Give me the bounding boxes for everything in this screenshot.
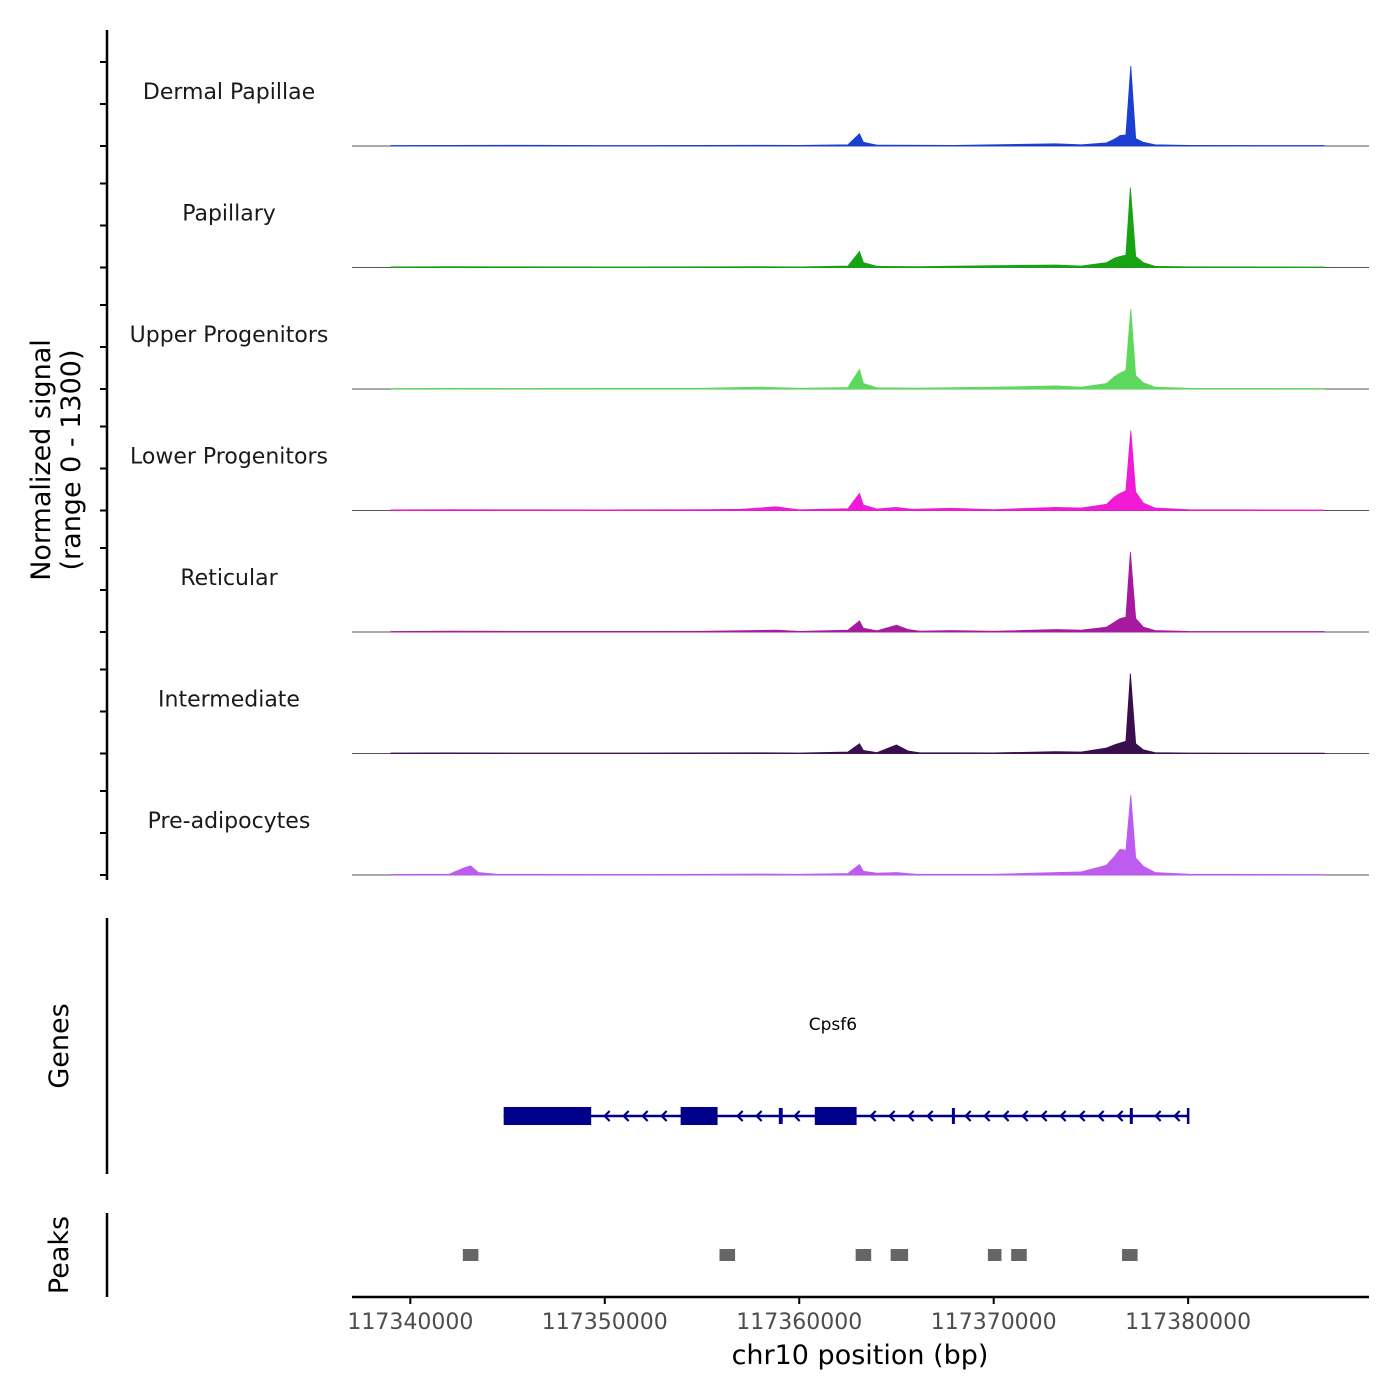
track-label: Reticular (180, 566, 278, 591)
coverage-tracks: Dermal Papillae Papillary Upper Progenitor… (130, 65, 1369, 876)
strand-arrow-icon (1097, 1110, 1105, 1122)
peak (719, 1249, 736, 1261)
gene-model-cpsf6 (503, 1107, 1190, 1125)
strand-arrow-icon (907, 1110, 915, 1122)
y-axis-title-line2: (range 0 - 1300) (56, 350, 87, 571)
track-papillary: Papillary (182, 187, 1369, 268)
y-axis-title: Normalized signal (range 0 - 1300) (26, 339, 87, 581)
signal-area (390, 430, 1325, 511)
signal-area (390, 794, 1325, 876)
strand-arrow-icon (1173, 1110, 1181, 1122)
signal-area (390, 65, 1325, 147)
strand-arrow-icon (1078, 1110, 1086, 1122)
track-label: Papillary (182, 202, 276, 227)
signal-area (390, 551, 1325, 633)
x-tick-label: 117370000 (931, 1310, 1057, 1335)
x-tick-label: 117350000 (542, 1310, 668, 1335)
exon (680, 1107, 718, 1125)
strand-arrow-icon (888, 1110, 896, 1122)
strand-arrow-icon (793, 1110, 801, 1122)
strand-arrow-icon (1059, 1110, 1067, 1122)
peak (1011, 1249, 1027, 1261)
strand-arrow-icon (755, 1110, 763, 1122)
peak (987, 1249, 1002, 1261)
coverage-y-axis-ticks (100, 61, 107, 876)
x-tick-label: 117360000 (736, 1310, 862, 1335)
strand-arrow-icon (926, 1110, 934, 1122)
peak (462, 1249, 479, 1261)
strand-arrow-icon (1002, 1110, 1010, 1122)
signal-area (390, 673, 1325, 754)
strand-arrow-icon (1116, 1110, 1124, 1122)
exon (951, 1108, 955, 1124)
track-label: Dermal Papillae (143, 80, 315, 105)
track-label: Lower Progenitors (130, 445, 328, 470)
strand-arrow-icon (660, 1110, 668, 1122)
track-lower-progenitors: Lower Progenitors (130, 430, 1369, 511)
signal-area (390, 187, 1325, 268)
strand-arrow-icon (1021, 1110, 1029, 1122)
peak (1122, 1249, 1138, 1261)
x-tick-label: 117340000 (347, 1310, 473, 1335)
strand-arrow-icon (1154, 1110, 1162, 1122)
peaks-panel-label: Peaks (44, 1216, 75, 1294)
x-axis-title: chr10 position (bp) (732, 1340, 989, 1371)
strand-arrow-icon (736, 1110, 744, 1122)
signal-area (390, 308, 1325, 390)
track-pre-adipocytes: Pre-adipocytes (148, 794, 1369, 876)
strand-arrow-icon (622, 1110, 630, 1122)
strand-arrow-icon (603, 1110, 611, 1122)
y-axis-title-line1: Normalized signal (26, 339, 57, 581)
genes-panel-label: Genes (44, 1003, 75, 1088)
x-tick-label: 117380000 (1125, 1310, 1251, 1335)
track-label: Intermediate (158, 688, 300, 713)
strand-arrow-icon (641, 1110, 649, 1122)
exon (814, 1107, 857, 1125)
exon (778, 1108, 783, 1124)
exon (503, 1107, 592, 1125)
strand-arrow-icon (964, 1110, 972, 1122)
track-upper-progenitors: Upper Progenitors (130, 308, 1369, 390)
track-intermediate: Intermediate (158, 673, 1369, 754)
gene-name-label: Cpsf6 (809, 1015, 857, 1035)
strand-arrow-icon (1040, 1110, 1048, 1122)
track-label: Pre-adipocytes (148, 809, 311, 834)
exon (1129, 1108, 1133, 1124)
strand-arrow-icon (869, 1110, 877, 1122)
x-axis-ticks: 117340000 117350000 117360000 117370000 1173… (347, 1297, 1251, 1335)
peak (890, 1249, 909, 1261)
strand-arrow-icon (983, 1110, 991, 1122)
peak (855, 1249, 872, 1261)
track-dermal-papillae: Dermal Papillae (143, 65, 1369, 147)
track-reticular: Reticular (180, 551, 1369, 633)
peaks-track (462, 1249, 1138, 1261)
track-label: Upper Progenitors (130, 323, 329, 348)
